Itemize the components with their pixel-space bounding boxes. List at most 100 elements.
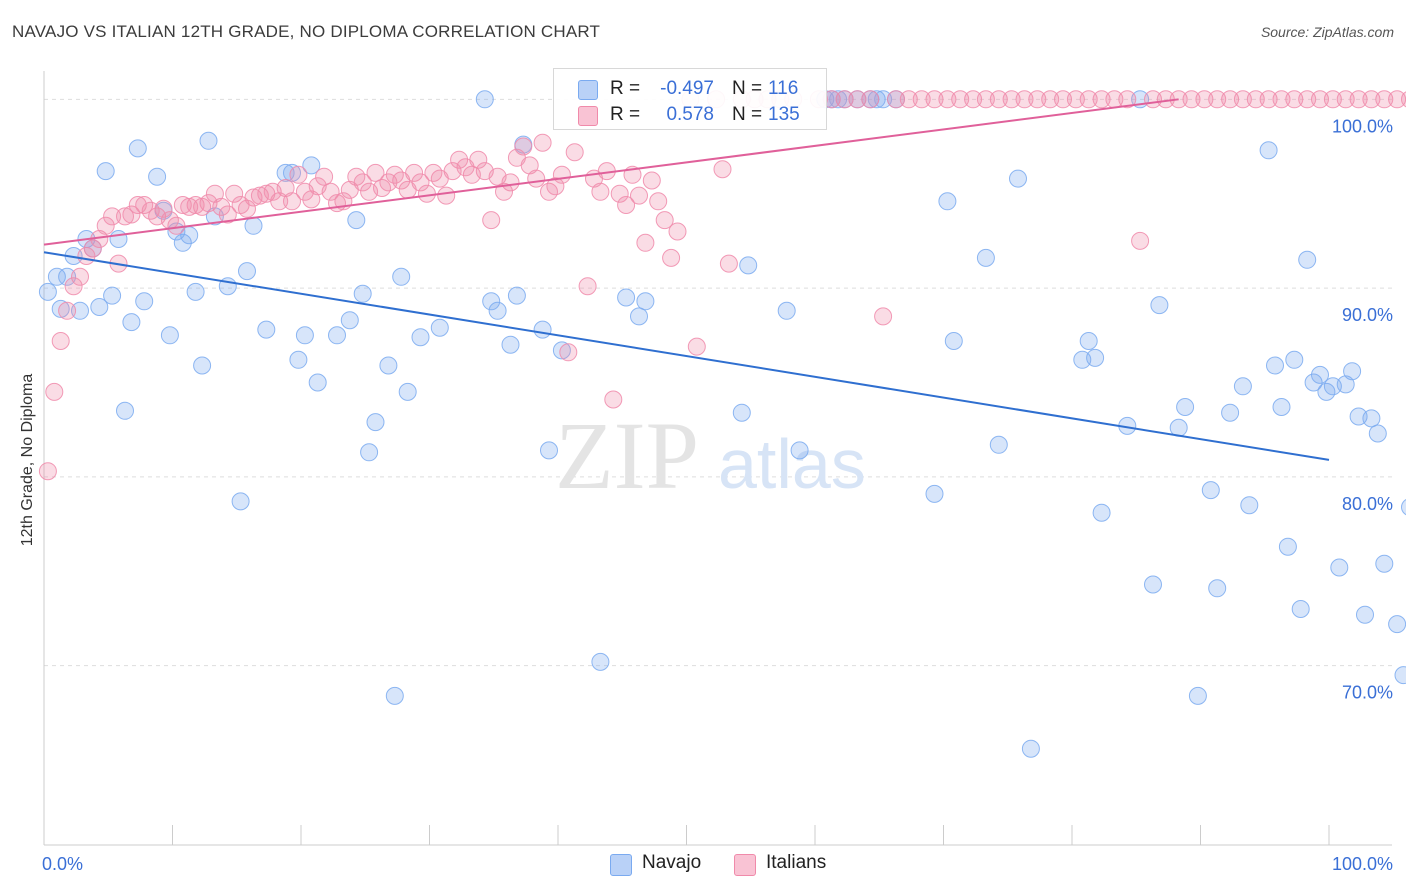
trend-lines — [43, 98, 1330, 461]
navajo-point — [507, 286, 526, 305]
navajo-point — [90, 298, 109, 316]
navajo-point — [938, 192, 957, 211]
italians-point — [38, 462, 57, 481]
navajo-point — [636, 292, 655, 311]
navajo-point — [1092, 503, 1111, 522]
italians-point — [173, 196, 192, 214]
navajo-point — [488, 301, 507, 320]
navajo-point — [103, 286, 122, 305]
italians-point — [205, 184, 224, 203]
navajo-r-value: -0.497 — [660, 78, 714, 99]
navajo-point — [829, 90, 848, 109]
navajo-n-value: 116 — [768, 78, 799, 99]
navajo-point — [1259, 141, 1278, 160]
italians-point — [912, 90, 931, 109]
navajo-point — [411, 328, 430, 347]
navajo-point — [1362, 409, 1381, 428]
italians-point — [495, 182, 513, 201]
navajo-point — [244, 216, 263, 235]
navajo-point — [289, 350, 308, 369]
italians-point — [417, 184, 436, 203]
italians-point — [1054, 90, 1072, 109]
navajo-point — [1401, 499, 1406, 516]
italians-point — [212, 197, 231, 216]
italians-point — [662, 248, 681, 267]
y-tick-label: 90.0% — [1342, 305, 1393, 325]
italians-point — [636, 233, 655, 252]
italians-point — [546, 177, 565, 196]
italians-point — [649, 192, 668, 211]
italians-point — [719, 254, 738, 273]
italians-point — [154, 199, 173, 218]
italians-point — [1015, 90, 1034, 109]
navajo-point — [193, 356, 212, 375]
italians-point — [874, 307, 893, 326]
navajo-point — [353, 284, 372, 303]
italians-point — [687, 337, 706, 356]
navajo-point — [1021, 739, 1040, 758]
legend-n-label: N = — [732, 78, 763, 99]
navajo-point — [630, 307, 648, 326]
y-tick-label: 70.0% — [1342, 683, 1393, 703]
navajo-point — [976, 248, 995, 267]
watermark-zip: ZIP — [555, 402, 699, 509]
navajo-point — [1375, 554, 1394, 573]
italians-point — [1233, 90, 1252, 109]
navajo-point — [1009, 169, 1027, 188]
navajo-point — [1330, 558, 1349, 577]
navajo-point — [1394, 666, 1406, 685]
navajo-point — [777, 301, 796, 320]
navajo-point — [360, 443, 379, 462]
navajo-point — [366, 413, 385, 432]
italians-point — [225, 184, 244, 203]
italians-point — [964, 90, 983, 109]
y-tick-label: 80.0% — [1342, 494, 1393, 514]
navajo-point — [116, 401, 134, 420]
italians-point — [96, 216, 115, 235]
navajo-point — [385, 686, 404, 705]
italians-point — [482, 211, 501, 230]
italians-point — [630, 186, 648, 205]
navajo-point — [1285, 350, 1304, 369]
navajo-point — [347, 211, 366, 230]
italians-point — [1323, 90, 1342, 109]
italians-legend-label: Italians — [766, 852, 827, 873]
navajo-point — [96, 162, 115, 181]
series-legend: Navajo Italians — [0, 852, 1406, 878]
navajo-point — [47, 267, 66, 286]
navajo-point — [71, 301, 89, 320]
italians-point — [315, 167, 334, 186]
y-tick-label: 100.0% — [1332, 116, 1393, 136]
navajo-point — [1272, 398, 1291, 416]
italians-point — [1066, 90, 1085, 109]
navajo-point — [295, 326, 314, 345]
navajo-point — [925, 484, 944, 503]
italians-point — [1221, 90, 1240, 109]
navajo-swatch — [578, 80, 598, 100]
navajo-point — [257, 320, 276, 339]
navajo-point — [874, 90, 893, 109]
italians-point — [552, 165, 571, 184]
navajo-point — [1188, 686, 1207, 705]
navajo-point — [199, 131, 218, 150]
italians-point — [116, 207, 134, 226]
navajo-point — [533, 320, 552, 339]
italians-point — [610, 184, 629, 203]
navajo-point — [128, 139, 147, 158]
italians-point — [58, 301, 77, 320]
italians-point — [925, 90, 944, 109]
legend-row-navajo: R = -0.497 N = 116 — [554, 76, 826, 102]
italians-point — [302, 190, 321, 209]
italians-point — [270, 192, 289, 211]
italians-point — [1259, 90, 1278, 109]
italians-point — [1195, 90, 1214, 109]
italians-point — [976, 90, 995, 109]
italians-point — [83, 239, 102, 258]
navajo-point — [475, 90, 494, 109]
italians-point — [51, 332, 70, 350]
italians-point — [1092, 90, 1111, 109]
navajo-point — [1221, 403, 1240, 422]
navajo-point — [135, 292, 154, 311]
x-tick-label: 100.0% — [1332, 854, 1393, 874]
